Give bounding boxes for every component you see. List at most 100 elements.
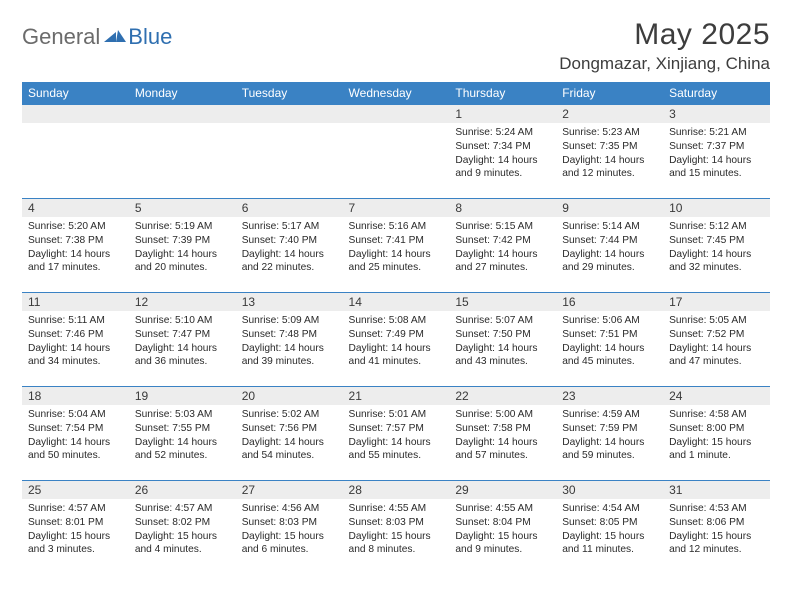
calendar-day-cell: 31Sunrise: 4:53 AMSunset: 8:06 PMDayligh… xyxy=(663,480,770,574)
day-data: Sunrise: 4:57 AMSunset: 8:01 PMDaylight:… xyxy=(22,499,129,561)
calendar-day-cell: 12Sunrise: 5:10 AMSunset: 7:47 PMDayligh… xyxy=(129,292,236,386)
calendar-day-cell xyxy=(129,104,236,198)
day-number: 22 xyxy=(449,386,556,405)
day-data: Sunrise: 5:21 AMSunset: 7:37 PMDaylight:… xyxy=(663,123,770,185)
month-title: May 2025 xyxy=(559,18,770,52)
day-data: Sunrise: 5:12 AMSunset: 7:45 PMDaylight:… xyxy=(663,217,770,279)
day-number: 17 xyxy=(663,292,770,311)
day-data: Sunrise: 5:24 AMSunset: 7:34 PMDaylight:… xyxy=(449,123,556,185)
calendar-day-cell: 5Sunrise: 5:19 AMSunset: 7:39 PMDaylight… xyxy=(129,198,236,292)
day-data: Sunrise: 4:55 AMSunset: 8:04 PMDaylight:… xyxy=(449,499,556,561)
calendar-day-cell: 16Sunrise: 5:06 AMSunset: 7:51 PMDayligh… xyxy=(556,292,663,386)
day-data: Sunrise: 4:56 AMSunset: 8:03 PMDaylight:… xyxy=(236,499,343,561)
weekday-header: Thursday xyxy=(449,82,556,104)
calendar-day-cell: 6Sunrise: 5:17 AMSunset: 7:40 PMDaylight… xyxy=(236,198,343,292)
calendar-table: SundayMondayTuesdayWednesdayThursdayFrid… xyxy=(22,82,770,574)
weekday-header: Saturday xyxy=(663,82,770,104)
day-number-empty xyxy=(236,104,343,123)
day-data: Sunrise: 4:54 AMSunset: 8:05 PMDaylight:… xyxy=(556,499,663,561)
calendar-day-cell: 22Sunrise: 5:00 AMSunset: 7:58 PMDayligh… xyxy=(449,386,556,480)
day-number: 5 xyxy=(129,198,236,217)
calendar-day-cell: 23Sunrise: 4:59 AMSunset: 7:59 PMDayligh… xyxy=(556,386,663,480)
day-data: Sunrise: 4:57 AMSunset: 8:02 PMDaylight:… xyxy=(129,499,236,561)
calendar-day-cell: 25Sunrise: 4:57 AMSunset: 8:01 PMDayligh… xyxy=(22,480,129,574)
calendar-day-cell: 21Sunrise: 5:01 AMSunset: 7:57 PMDayligh… xyxy=(343,386,450,480)
calendar-day-cell: 9Sunrise: 5:14 AMSunset: 7:44 PMDaylight… xyxy=(556,198,663,292)
calendar-day-cell: 17Sunrise: 5:05 AMSunset: 7:52 PMDayligh… xyxy=(663,292,770,386)
day-number-empty xyxy=(343,104,450,123)
calendar-day-cell: 3Sunrise: 5:21 AMSunset: 7:37 PMDaylight… xyxy=(663,104,770,198)
title-block: May 2025 Dongmazar, Xinjiang, China xyxy=(559,18,770,74)
day-data: Sunrise: 5:11 AMSunset: 7:46 PMDaylight:… xyxy=(22,311,129,373)
day-data: Sunrise: 5:14 AMSunset: 7:44 PMDaylight:… xyxy=(556,217,663,279)
calendar-day-cell xyxy=(343,104,450,198)
day-number: 4 xyxy=(22,198,129,217)
day-number: 14 xyxy=(343,292,450,311)
day-number: 1 xyxy=(449,104,556,123)
day-number: 13 xyxy=(236,292,343,311)
calendar-day-cell: 24Sunrise: 4:58 AMSunset: 8:00 PMDayligh… xyxy=(663,386,770,480)
day-data: Sunrise: 5:08 AMSunset: 7:49 PMDaylight:… xyxy=(343,311,450,373)
location: Dongmazar, Xinjiang, China xyxy=(559,54,770,74)
day-data: Sunrise: 5:17 AMSunset: 7:40 PMDaylight:… xyxy=(236,217,343,279)
day-data: Sunrise: 5:23 AMSunset: 7:35 PMDaylight:… xyxy=(556,123,663,185)
calendar-day-cell: 27Sunrise: 4:56 AMSunset: 8:03 PMDayligh… xyxy=(236,480,343,574)
calendar-day-cell: 28Sunrise: 4:55 AMSunset: 8:03 PMDayligh… xyxy=(343,480,450,574)
calendar-week-row: 11Sunrise: 5:11 AMSunset: 7:46 PMDayligh… xyxy=(22,292,770,386)
day-number: 20 xyxy=(236,386,343,405)
logo-text-general: General xyxy=(22,24,100,50)
calendar-day-cell: 4Sunrise: 5:20 AMSunset: 7:38 PMDaylight… xyxy=(22,198,129,292)
day-number: 3 xyxy=(663,104,770,123)
calendar-body: 1Sunrise: 5:24 AMSunset: 7:34 PMDaylight… xyxy=(22,104,770,574)
weekday-header-row: SundayMondayTuesdayWednesdayThursdayFrid… xyxy=(22,82,770,104)
day-data: Sunrise: 5:19 AMSunset: 7:39 PMDaylight:… xyxy=(129,217,236,279)
day-number: 18 xyxy=(22,386,129,405)
day-number: 16 xyxy=(556,292,663,311)
day-data: Sunrise: 5:09 AMSunset: 7:48 PMDaylight:… xyxy=(236,311,343,373)
day-number: 15 xyxy=(449,292,556,311)
day-data: Sunrise: 5:00 AMSunset: 7:58 PMDaylight:… xyxy=(449,405,556,467)
weekday-header: Monday xyxy=(129,82,236,104)
day-number: 12 xyxy=(129,292,236,311)
day-number: 21 xyxy=(343,386,450,405)
day-number: 11 xyxy=(22,292,129,311)
calendar-day-cell: 14Sunrise: 5:08 AMSunset: 7:49 PMDayligh… xyxy=(343,292,450,386)
day-data: Sunrise: 5:07 AMSunset: 7:50 PMDaylight:… xyxy=(449,311,556,373)
calendar-day-cell: 2Sunrise: 5:23 AMSunset: 7:35 PMDaylight… xyxy=(556,104,663,198)
calendar-week-row: 25Sunrise: 4:57 AMSunset: 8:01 PMDayligh… xyxy=(22,480,770,574)
day-number: 24 xyxy=(663,386,770,405)
day-data: Sunrise: 5:10 AMSunset: 7:47 PMDaylight:… xyxy=(129,311,236,373)
day-data: Sunrise: 4:53 AMSunset: 8:06 PMDaylight:… xyxy=(663,499,770,561)
logo-text-blue: Blue xyxy=(128,24,172,50)
day-number: 10 xyxy=(663,198,770,217)
calendar-day-cell: 13Sunrise: 5:09 AMSunset: 7:48 PMDayligh… xyxy=(236,292,343,386)
day-number: 23 xyxy=(556,386,663,405)
day-number: 8 xyxy=(449,198,556,217)
day-number-empty xyxy=(22,104,129,123)
day-data: Sunrise: 5:02 AMSunset: 7:56 PMDaylight:… xyxy=(236,405,343,467)
day-data: Sunrise: 4:55 AMSunset: 8:03 PMDaylight:… xyxy=(343,499,450,561)
weekday-header: Sunday xyxy=(22,82,129,104)
calendar-day-cell: 11Sunrise: 5:11 AMSunset: 7:46 PMDayligh… xyxy=(22,292,129,386)
day-number: 31 xyxy=(663,480,770,499)
weekday-header: Tuesday xyxy=(236,82,343,104)
calendar-week-row: 4Sunrise: 5:20 AMSunset: 7:38 PMDaylight… xyxy=(22,198,770,292)
day-number: 30 xyxy=(556,480,663,499)
day-data: Sunrise: 5:05 AMSunset: 7:52 PMDaylight:… xyxy=(663,311,770,373)
calendar-day-cell: 8Sunrise: 5:15 AMSunset: 7:42 PMDaylight… xyxy=(449,198,556,292)
day-data: Sunrise: 5:04 AMSunset: 7:54 PMDaylight:… xyxy=(22,405,129,467)
day-number: 29 xyxy=(449,480,556,499)
calendar-day-cell: 7Sunrise: 5:16 AMSunset: 7:41 PMDaylight… xyxy=(343,198,450,292)
weekday-header: Wednesday xyxy=(343,82,450,104)
calendar-day-cell xyxy=(22,104,129,198)
calendar-day-cell: 19Sunrise: 5:03 AMSunset: 7:55 PMDayligh… xyxy=(129,386,236,480)
calendar-day-cell: 20Sunrise: 5:02 AMSunset: 7:56 PMDayligh… xyxy=(236,386,343,480)
calendar-week-row: 1Sunrise: 5:24 AMSunset: 7:34 PMDaylight… xyxy=(22,104,770,198)
day-number: 6 xyxy=(236,198,343,217)
day-number: 25 xyxy=(22,480,129,499)
calendar-day-cell: 29Sunrise: 4:55 AMSunset: 8:04 PMDayligh… xyxy=(449,480,556,574)
day-data: Sunrise: 5:03 AMSunset: 7:55 PMDaylight:… xyxy=(129,405,236,467)
day-number: 26 xyxy=(129,480,236,499)
calendar-day-cell: 18Sunrise: 5:04 AMSunset: 7:54 PMDayligh… xyxy=(22,386,129,480)
day-number: 19 xyxy=(129,386,236,405)
